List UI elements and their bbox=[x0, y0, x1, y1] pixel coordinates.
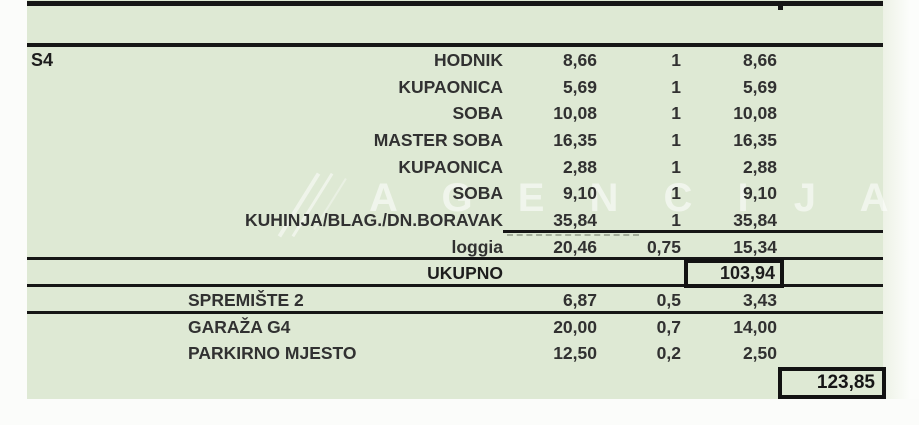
room-area: 35,84 bbox=[553, 209, 597, 230]
watermark-dashed-line bbox=[507, 234, 639, 236]
extra-label: PARKIRNO MJESTO bbox=[188, 343, 357, 364]
extra-label: SPREMIŠTE 2 bbox=[188, 290, 304, 311]
agency-watermark-text: A G E N C I J A bbox=[369, 176, 906, 220]
room-value: 9,10 bbox=[742, 183, 777, 204]
room-value: 8,66 bbox=[742, 49, 777, 70]
table-row: SOBA 10,08 1 10,08 bbox=[27, 100, 883, 127]
room-area: 2,88 bbox=[562, 156, 597, 177]
table-row: HODNIK 8,66 1 8,66 bbox=[27, 47, 883, 74]
extra-value: 14,00 bbox=[733, 316, 777, 337]
table-row: KUPAONICA 2,88 1 2,88 bbox=[27, 154, 883, 181]
room-coefficient: 1 bbox=[671, 129, 681, 150]
subtotal-bottom-line bbox=[27, 284, 883, 287]
subtotal-top-line bbox=[27, 257, 883, 260]
extra-row: SPREMIŠTE 2 6,87 0,5 3,43 bbox=[27, 287, 883, 314]
room-label: SOBA bbox=[452, 103, 503, 124]
area-table: HODNIK 8,66 1 8,66 KUPAONICA 5,69 1 5,69… bbox=[27, 47, 883, 367]
table-row: MASTER SOBA 16,35 1 16,35 bbox=[27, 127, 883, 154]
room-area: 8,66 bbox=[562, 49, 597, 70]
table-row: KUPAONICA 5,69 1 5,69 bbox=[27, 74, 883, 101]
subtotal-value-box: 103,94 bbox=[684, 259, 784, 288]
spreadsheet-sheet: A G E N C I J A S4 HODNIK 8,66 1 8,66 KU… bbox=[27, 0, 889, 399]
extra-value: 3,43 bbox=[742, 290, 777, 311]
room-coefficient: 0,75 bbox=[646, 236, 681, 257]
extra-area: 12,50 bbox=[553, 343, 597, 364]
room-area: 9,10 bbox=[562, 183, 597, 204]
extra-coefficient: 0,7 bbox=[656, 316, 681, 337]
room-area: 20,46 bbox=[553, 236, 597, 257]
table-row: KUHINJA/BLAG./DN.BORAVAK 35,84 1 35,84 bbox=[27, 207, 883, 234]
room-value: 10,08 bbox=[733, 103, 777, 124]
room-label: KUPAONICA bbox=[398, 156, 503, 177]
grand-total-box: 123,85 bbox=[778, 367, 886, 399]
room-area: 10,08 bbox=[553, 103, 597, 124]
table-row: loggia 20,46 0,75 15,34 bbox=[27, 234, 883, 261]
room-coefficient: 1 bbox=[671, 209, 681, 230]
extra-area: 6,87 bbox=[562, 290, 597, 311]
room-value: 35,84 bbox=[733, 209, 777, 230]
top-border-line bbox=[27, 1, 883, 6]
room-area: 16,35 bbox=[553, 129, 597, 150]
room-label: loggia bbox=[451, 236, 503, 257]
room-value: 15,34 bbox=[733, 236, 777, 257]
room-area: 5,69 bbox=[562, 76, 597, 97]
room-label: KUHINJA/BLAG./DN.BORAVAK bbox=[245, 209, 503, 230]
storage-row-underline bbox=[27, 311, 883, 314]
room-value: 5,69 bbox=[742, 76, 777, 97]
extra-value: 2,50 bbox=[742, 343, 777, 364]
kitchen-row-underline bbox=[503, 230, 883, 233]
room-coefficient: 1 bbox=[671, 156, 681, 177]
room-coefficient: 1 bbox=[671, 49, 681, 70]
header-border-line bbox=[27, 43, 883, 47]
extra-coefficient: 0,5 bbox=[656, 290, 681, 311]
extra-label: GARAŽA G4 bbox=[188, 316, 291, 337]
room-coefficient: 1 bbox=[671, 76, 681, 97]
unit-label: S4 bbox=[31, 50, 54, 70]
extra-row: PARKIRNO MJESTO 12,50 0,2 2,50 bbox=[27, 341, 883, 368]
room-label: MASTER SOBA bbox=[373, 129, 503, 150]
subtotal-row: UKUPNO bbox=[27, 261, 883, 288]
sheet-right-edge-fade bbox=[883, 0, 919, 399]
grand-total-value: 123,85 bbox=[816, 372, 875, 393]
room-value: 16,35 bbox=[733, 129, 777, 150]
room-coefficient: 1 bbox=[671, 103, 681, 124]
room-label: HODNIK bbox=[433, 49, 503, 70]
room-label: KUPAONICA bbox=[398, 76, 503, 97]
column-border-notch bbox=[778, 6, 783, 10]
subtotal-value: 103,94 bbox=[719, 263, 775, 283]
extra-coefficient: 0,2 bbox=[656, 343, 681, 364]
extra-row: GARAŽA G4 20,00 0,7 14,00 bbox=[27, 314, 883, 341]
subtotal-label: UKUPNO bbox=[427, 263, 503, 284]
extra-area: 20,00 bbox=[553, 316, 597, 337]
table-row: SOBA 9,10 1 9,10 bbox=[27, 180, 883, 207]
room-label: SOBA bbox=[452, 183, 503, 204]
room-value: 2,88 bbox=[742, 156, 777, 177]
room-coefficient: 1 bbox=[671, 183, 681, 204]
